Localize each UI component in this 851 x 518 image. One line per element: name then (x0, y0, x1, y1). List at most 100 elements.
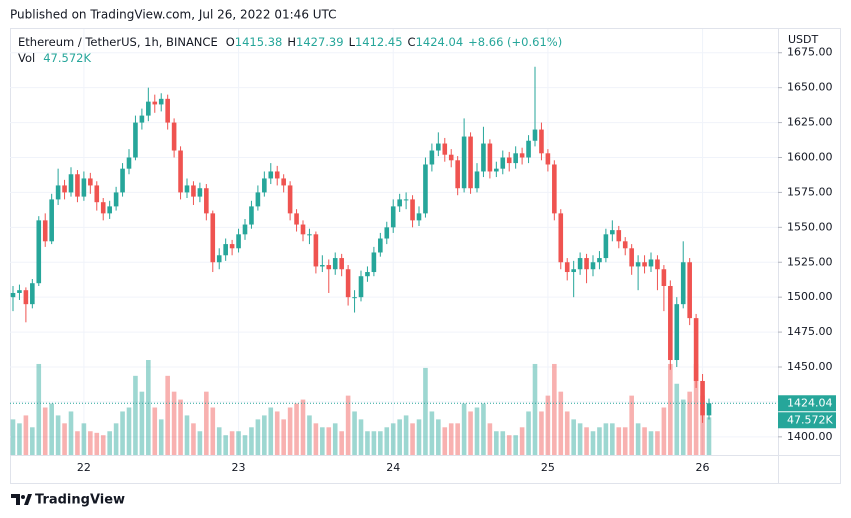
candle-body (442, 143, 448, 155)
volume-bar (326, 427, 332, 455)
x-tick-label: 23 (232, 461, 246, 474)
volume-bar (345, 395, 351, 455)
candle-body (94, 185, 100, 203)
candle-body (75, 174, 80, 197)
candle-body (274, 171, 280, 179)
volume-bar (294, 403, 299, 455)
candle-body (481, 143, 486, 172)
legend-change: +8.66 (+0.61%) (468, 35, 562, 49)
candle-body (635, 262, 641, 267)
volume-bar (249, 427, 254, 455)
y-tick-label: 1400.00 (787, 430, 833, 443)
volume-legend: Vol 47.572K (18, 51, 91, 65)
volume-legend-name: Vol (18, 51, 35, 65)
candle-body (88, 178, 93, 186)
candle-body (532, 129, 538, 141)
volume-bar (30, 427, 35, 455)
volume-bar (75, 431, 80, 455)
candle-body (62, 185, 67, 193)
candle-body (700, 380, 705, 416)
y-tick-label: 1625.00 (787, 116, 833, 129)
volume-bar (165, 375, 170, 455)
candle-body (300, 224, 306, 235)
volume-bar (526, 411, 531, 455)
legend-key: H (287, 35, 296, 49)
candle-body (384, 227, 390, 239)
volume-bar (197, 431, 203, 455)
legend-value: 1415.38 (235, 35, 283, 49)
candle-body (629, 248, 634, 267)
candle-body (397, 199, 402, 207)
volume-bar (320, 427, 325, 455)
volume-bar (577, 423, 583, 455)
candle-body (642, 262, 647, 267)
legend-value: 1427.39 (296, 35, 344, 49)
volume-bar (455, 423, 460, 455)
legend-symbol: Ethereum / TetherUS, 1h, BINANCE (18, 35, 218, 49)
candle-body (236, 234, 241, 249)
candle-body (706, 403, 712, 416)
x-tick-label: 25 (541, 461, 555, 474)
volume-bar (17, 423, 22, 455)
volume-bar (494, 431, 499, 455)
volume-bar (94, 432, 100, 455)
candle-body (597, 258, 602, 263)
legend-value: 1424.04 (416, 35, 464, 49)
volume-bar (210, 407, 216, 455)
candle-body (436, 143, 441, 151)
volume-bar (700, 395, 705, 455)
volume-bar (216, 427, 222, 455)
y-tick-label: 1600.00 (787, 150, 833, 163)
candle-body (500, 157, 506, 169)
volume-bar (146, 360, 151, 455)
candle-body (390, 206, 396, 228)
volume-bar (178, 399, 183, 455)
candle-body (120, 168, 125, 193)
volume-bar (655, 431, 660, 455)
volume-bar (661, 407, 667, 455)
volume-bar (184, 415, 190, 455)
volume-bar (126, 407, 132, 455)
volume-bar (191, 423, 196, 455)
candle-body (371, 252, 377, 273)
candle-body (494, 168, 499, 172)
candle-body (81, 178, 87, 197)
volume-bar (171, 391, 177, 455)
volume-bar (113, 423, 119, 455)
candle-body (204, 188, 209, 214)
volume-bar (300, 399, 306, 455)
volume-bar (564, 411, 570, 455)
volume-bar (365, 431, 370, 455)
candle-body (42, 220, 48, 242)
legend: Ethereum / TetherUS, 1h, BINANCE O1415.38… (18, 35, 562, 49)
y-tick-label: 1525.00 (787, 255, 833, 268)
volume-bar (622, 427, 628, 455)
last-volume-label: 47.572K (787, 413, 833, 426)
volume-bar (133, 375, 138, 455)
legend-key: O (226, 35, 235, 49)
last-volume-box (778, 412, 836, 429)
volume-bar (384, 427, 390, 455)
volume-bar (423, 367, 428, 455)
candle-body (320, 265, 325, 267)
candle-body (358, 276, 364, 298)
volume-bar (339, 431, 344, 455)
candle-body (313, 234, 319, 267)
volume-bar (693, 363, 699, 455)
candle-body (107, 206, 112, 214)
y-tick-label: 1575.00 (787, 185, 833, 198)
candle-body (423, 164, 428, 214)
volume-bar (584, 427, 589, 455)
volume-bar (223, 435, 228, 455)
candle-body (429, 150, 435, 165)
volume-bar (332, 423, 338, 455)
volume-bar (468, 411, 473, 455)
candle-body (326, 265, 332, 270)
candle-body (242, 224, 248, 235)
candle-body (416, 213, 422, 221)
volume-bar (590, 431, 596, 455)
candle-body (674, 304, 680, 361)
x-tick-label: 24 (386, 461, 400, 474)
candle-body (410, 199, 415, 221)
volume-bar (635, 423, 641, 455)
